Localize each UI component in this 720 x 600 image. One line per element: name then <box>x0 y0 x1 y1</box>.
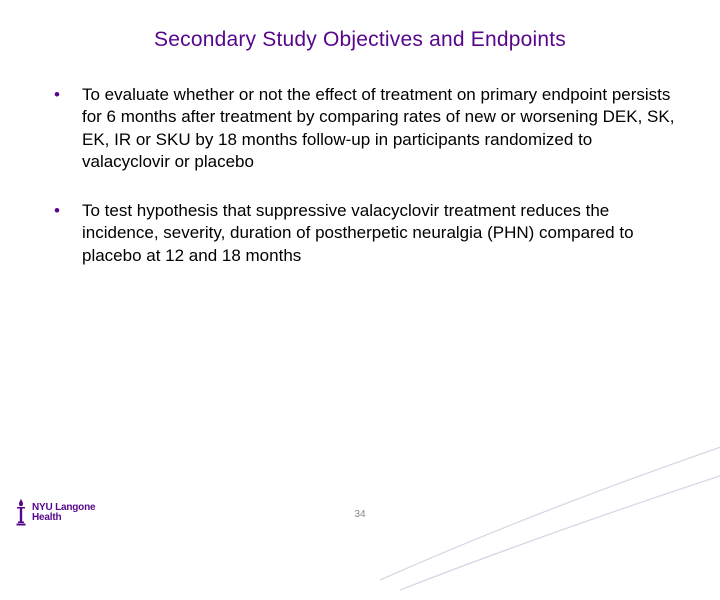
list-item: To test hypothesis that suppressive vala… <box>54 200 682 267</box>
bullet-list: To evaluate whether or not the effect of… <box>38 84 682 267</box>
decorative-swoosh <box>380 380 720 600</box>
nyu-langone-logo: NYU Langone Health <box>14 498 95 528</box>
list-item: To evaluate whether or not the effect of… <box>54 84 682 174</box>
slide: Secondary Study Objectives and Endpoints… <box>0 0 720 540</box>
slide-title: Secondary Study Objectives and Endpoints <box>38 28 682 52</box>
page-number: 34 <box>0 509 720 520</box>
torch-icon <box>14 498 28 528</box>
logo-text-line2: Health <box>32 513 95 523</box>
